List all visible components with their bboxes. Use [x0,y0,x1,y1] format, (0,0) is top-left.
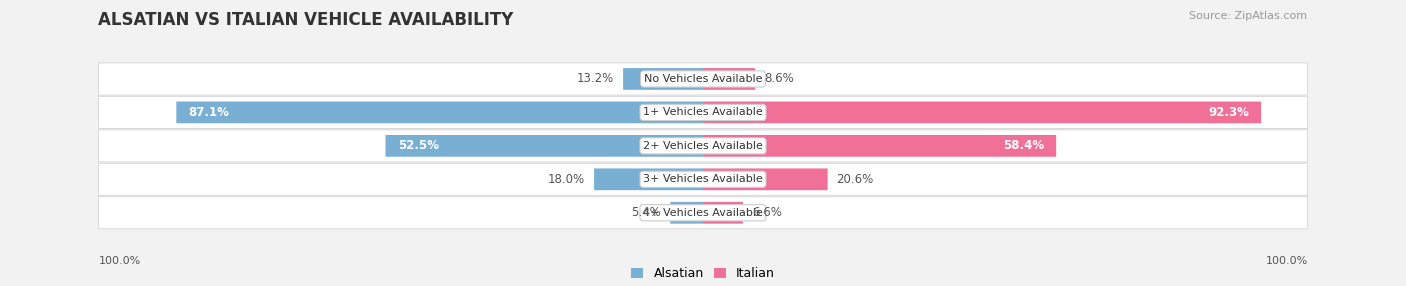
FancyBboxPatch shape [176,102,703,123]
Text: Source: ZipAtlas.com: Source: ZipAtlas.com [1189,11,1308,21]
Text: No Vehicles Available: No Vehicles Available [644,74,762,84]
Text: 92.3%: 92.3% [1208,106,1249,119]
FancyBboxPatch shape [98,63,1308,95]
Text: ALSATIAN VS ITALIAN VEHICLE AVAILABILITY: ALSATIAN VS ITALIAN VEHICLE AVAILABILITY [98,11,513,29]
FancyBboxPatch shape [703,168,828,190]
FancyBboxPatch shape [595,168,703,190]
Text: 87.1%: 87.1% [188,106,229,119]
Legend: Alsatian, Italian: Alsatian, Italian [626,262,780,285]
Text: 20.6%: 20.6% [837,173,875,186]
Text: 6.6%: 6.6% [752,206,782,219]
Text: 18.0%: 18.0% [548,173,585,186]
Text: 1+ Vehicles Available: 1+ Vehicles Available [643,108,763,118]
FancyBboxPatch shape [98,163,1308,195]
FancyBboxPatch shape [671,202,703,224]
FancyBboxPatch shape [98,96,1308,128]
Text: 3+ Vehicles Available: 3+ Vehicles Available [643,174,763,184]
Text: 5.4%: 5.4% [631,206,661,219]
Text: 100.0%: 100.0% [98,256,141,266]
Text: 58.4%: 58.4% [1002,139,1045,152]
FancyBboxPatch shape [703,102,1261,123]
Text: 8.6%: 8.6% [763,72,794,86]
Text: 4+ Vehicles Available: 4+ Vehicles Available [643,208,763,218]
FancyBboxPatch shape [98,197,1308,229]
FancyBboxPatch shape [703,135,1056,157]
FancyBboxPatch shape [623,68,703,90]
Text: 52.5%: 52.5% [398,139,439,152]
FancyBboxPatch shape [703,202,742,224]
Text: 100.0%: 100.0% [1265,256,1308,266]
FancyBboxPatch shape [703,68,755,90]
Text: 13.2%: 13.2% [576,72,614,86]
Text: 2+ Vehicles Available: 2+ Vehicles Available [643,141,763,151]
FancyBboxPatch shape [385,135,703,157]
FancyBboxPatch shape [98,130,1308,162]
